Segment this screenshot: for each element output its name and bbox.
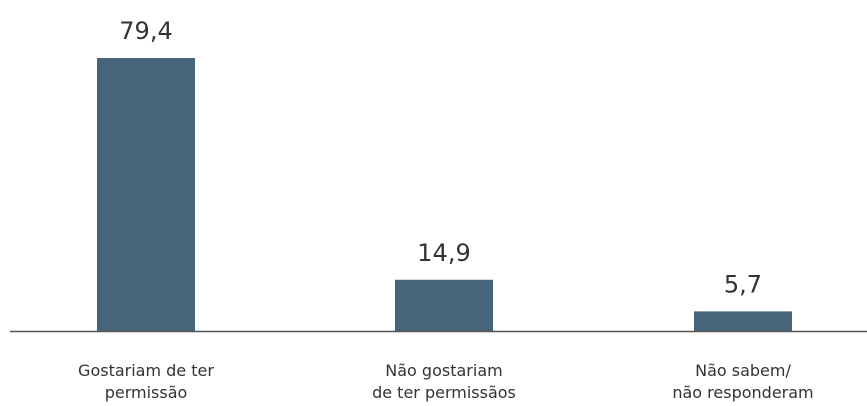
- category-label-line: Não sabem/: [695, 361, 791, 380]
- category-label-line: permissão: [105, 383, 188, 402]
- value-label-3: 5,7: [724, 270, 762, 298]
- bar-3: [694, 311, 792, 331]
- bars-group: [97, 58, 792, 331]
- category-label-1: Gostariam de ter permissão: [78, 361, 214, 402]
- category-label-line: Gostariam de ter: [78, 361, 214, 380]
- category-label-line: Não gostariam: [385, 361, 502, 380]
- value-labels-group: 79,4 14,9 5,7: [119, 17, 762, 298]
- category-label-2: Não gostariam de ter permissãos: [372, 361, 516, 402]
- bar-2: [395, 279, 493, 331]
- bar-1: [97, 58, 195, 331]
- value-label-2: 14,9: [417, 239, 470, 267]
- category-label-line: de ter permissãos: [372, 383, 516, 402]
- category-label-3: Não sabem/não responderam: [672, 361, 813, 402]
- category-labels-group: Gostariam de ter permissão Não gostariam de…: [78, 361, 814, 402]
- value-label-1: 79,4: [119, 17, 172, 45]
- category-label-line: não responderam: [672, 383, 813, 402]
